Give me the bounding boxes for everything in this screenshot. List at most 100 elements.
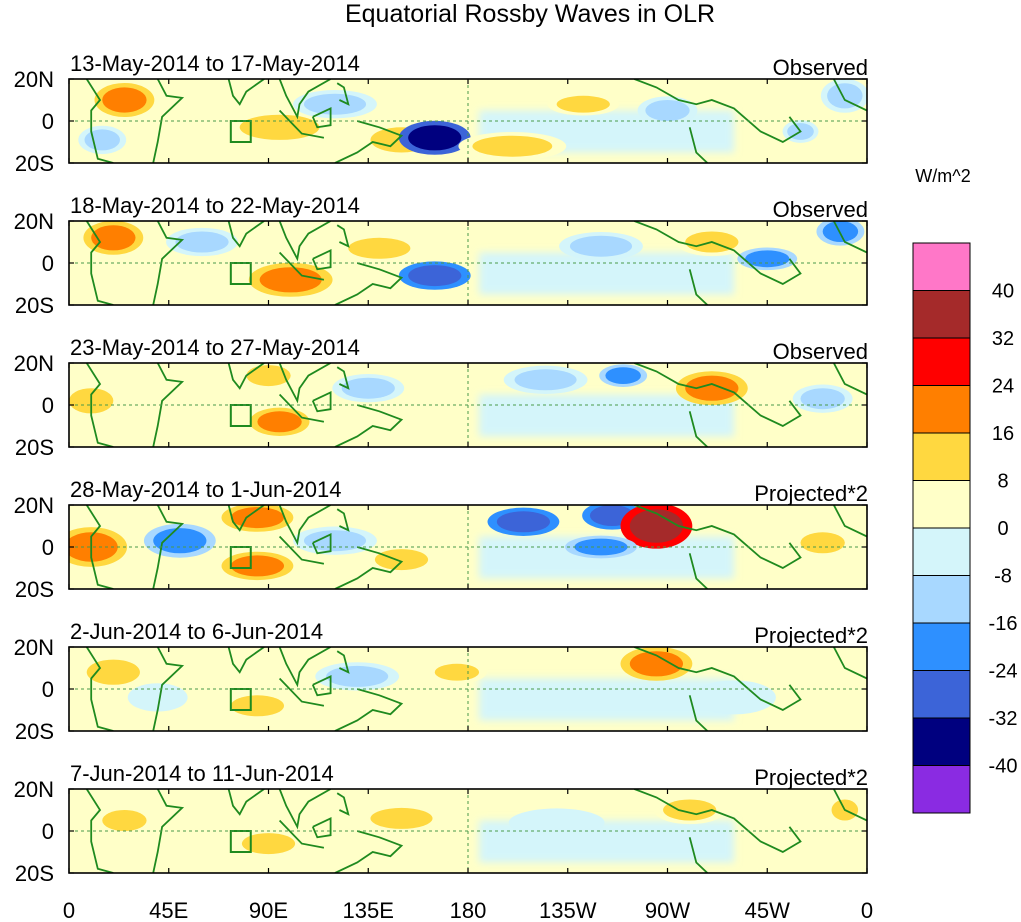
coastline (633, 647, 802, 712)
y-tick-label: 0 (42, 819, 54, 844)
y-tick-label: 20N (14, 351, 54, 376)
anomaly-cell (800, 388, 845, 410)
coastline (334, 546, 404, 589)
anomaly-cell (663, 799, 717, 821)
colorbar-level-label: -40 (989, 756, 1018, 778)
coastline (688, 553, 709, 589)
coastline (833, 221, 867, 254)
x-tick-label: 135W (539, 898, 597, 922)
reference-box (229, 262, 252, 285)
panel-type-label: Observed (773, 55, 868, 80)
coastline (336, 508, 350, 532)
coastline (336, 650, 350, 674)
coastline (633, 505, 802, 570)
anomaly-cell (341, 377, 395, 399)
panel-type-label: Projected*2 (754, 623, 868, 648)
coastline (833, 79, 867, 112)
coastline (278, 647, 332, 688)
colorbar-swatch (912, 385, 971, 434)
coastline (336, 366, 350, 390)
x-tick-label: 180 (450, 898, 487, 922)
coastline (334, 120, 404, 163)
colorbar-swatch (912, 765, 971, 814)
anomaly-cell (91, 225, 136, 251)
coastlines (85, 505, 867, 589)
coastline (688, 269, 709, 305)
coastline (278, 789, 332, 830)
coastline (311, 816, 332, 839)
y-tick-label: 20S (15, 861, 54, 886)
anomaly-field (69, 363, 853, 437)
y-tick-label: 0 (42, 251, 54, 276)
coastline (278, 535, 325, 565)
anomaly-cell (629, 651, 684, 677)
y-tick-label: 20N (14, 635, 54, 660)
anomaly-cell (521, 812, 593, 834)
panel-date-range: 28-May-2014 to 1-Jun-2014 (70, 477, 342, 502)
coastline (85, 789, 114, 873)
coastline (227, 505, 265, 532)
coastline (278, 393, 325, 423)
y-tick-label: 0 (42, 535, 54, 560)
coastline (278, 79, 332, 120)
colorbar-level-label: 0 (997, 518, 1008, 540)
coastline (688, 837, 709, 873)
coastline (633, 789, 802, 854)
coastline (833, 789, 867, 822)
panel-date-range: 7-Jun-2014 to 11-Jun-2014 (70, 761, 334, 786)
anomaly-cell (685, 375, 739, 401)
colorbar-swatch (912, 480, 971, 529)
colorbar-level-label: 24 (992, 376, 1014, 398)
x-tick-label: 45E (149, 898, 188, 922)
colorbar-level-label: -8 (994, 566, 1012, 588)
y-tick-label: 0 (42, 393, 54, 418)
panel-date-range: 18-May-2014 to 22-May-2014 (70, 193, 360, 218)
anomaly-cell (574, 538, 628, 556)
coastline (311, 390, 332, 413)
chart-title: Equatorial Rossby Waves in OLR (345, 0, 715, 28)
coastline (311, 248, 332, 271)
anomaly-cell (230, 695, 285, 717)
y-tick-label: 0 (42, 109, 54, 134)
anomaly-cell (102, 87, 147, 113)
x-axis: 0 45E 90E 135E 180 135W 90W 45W 0 (63, 898, 873, 922)
coastline (152, 789, 185, 873)
x-tick-label: 90W (645, 898, 690, 922)
anomaly-field (78, 79, 867, 161)
coastline (227, 79, 265, 106)
anomaly-cell (800, 532, 845, 554)
coastline (278, 677, 325, 707)
colorbar-swatch (912, 432, 971, 481)
coastline (336, 792, 350, 816)
coastline (152, 505, 185, 589)
panel-3: 20N 0 20S 23-May-2014 to 27-May-2014 Observe… (14, 335, 868, 460)
coastlines (85, 363, 867, 447)
anomaly-cell (496, 511, 551, 533)
panel-type-label: Observed (773, 339, 868, 364)
coastline (152, 647, 185, 731)
coastlines (85, 647, 867, 731)
anomaly-cell (230, 555, 285, 577)
x-tick-label: 135E (343, 898, 394, 922)
panel-1: 20N 0 20S 13-May-2014 to 17-May-2014 Observe… (14, 51, 868, 176)
colorbar-swatch (912, 575, 971, 624)
coastline (334, 404, 404, 447)
coastline (633, 221, 802, 286)
coastline (688, 127, 709, 163)
anomaly-field (69, 505, 853, 581)
coastline (85, 647, 114, 731)
coastline (278, 363, 332, 404)
y-tick-label: 20N (14, 493, 54, 518)
y-tick-label: 20S (15, 435, 54, 460)
y-tick-label: 20S (15, 577, 54, 602)
colorbar: 40 32 24 16 8 0 -8 -16 -24 -32 -40 (912, 242, 1018, 814)
panel-type-label: Observed (773, 197, 868, 222)
reference-box (229, 120, 252, 143)
y-tick-label: 20N (14, 209, 54, 234)
colorbar-swatch (912, 622, 971, 671)
x-tick-label: 45W (745, 898, 790, 922)
coastline (336, 82, 350, 106)
coastline (227, 789, 265, 816)
coastline (152, 221, 185, 305)
